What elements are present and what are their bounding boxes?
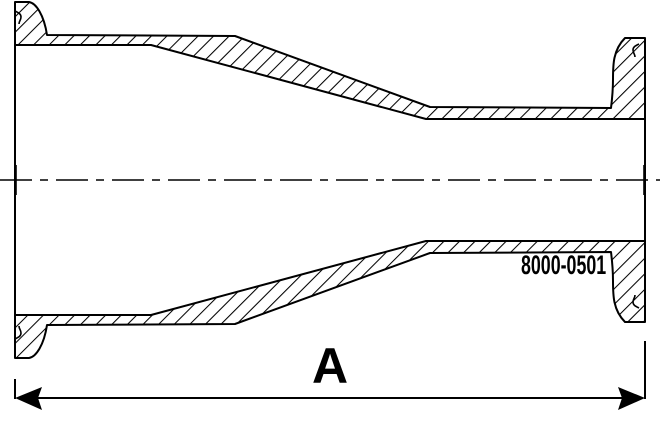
svg-text:8000-0501: 8000-0501	[521, 249, 606, 280]
svg-text:A: A	[312, 338, 348, 394]
